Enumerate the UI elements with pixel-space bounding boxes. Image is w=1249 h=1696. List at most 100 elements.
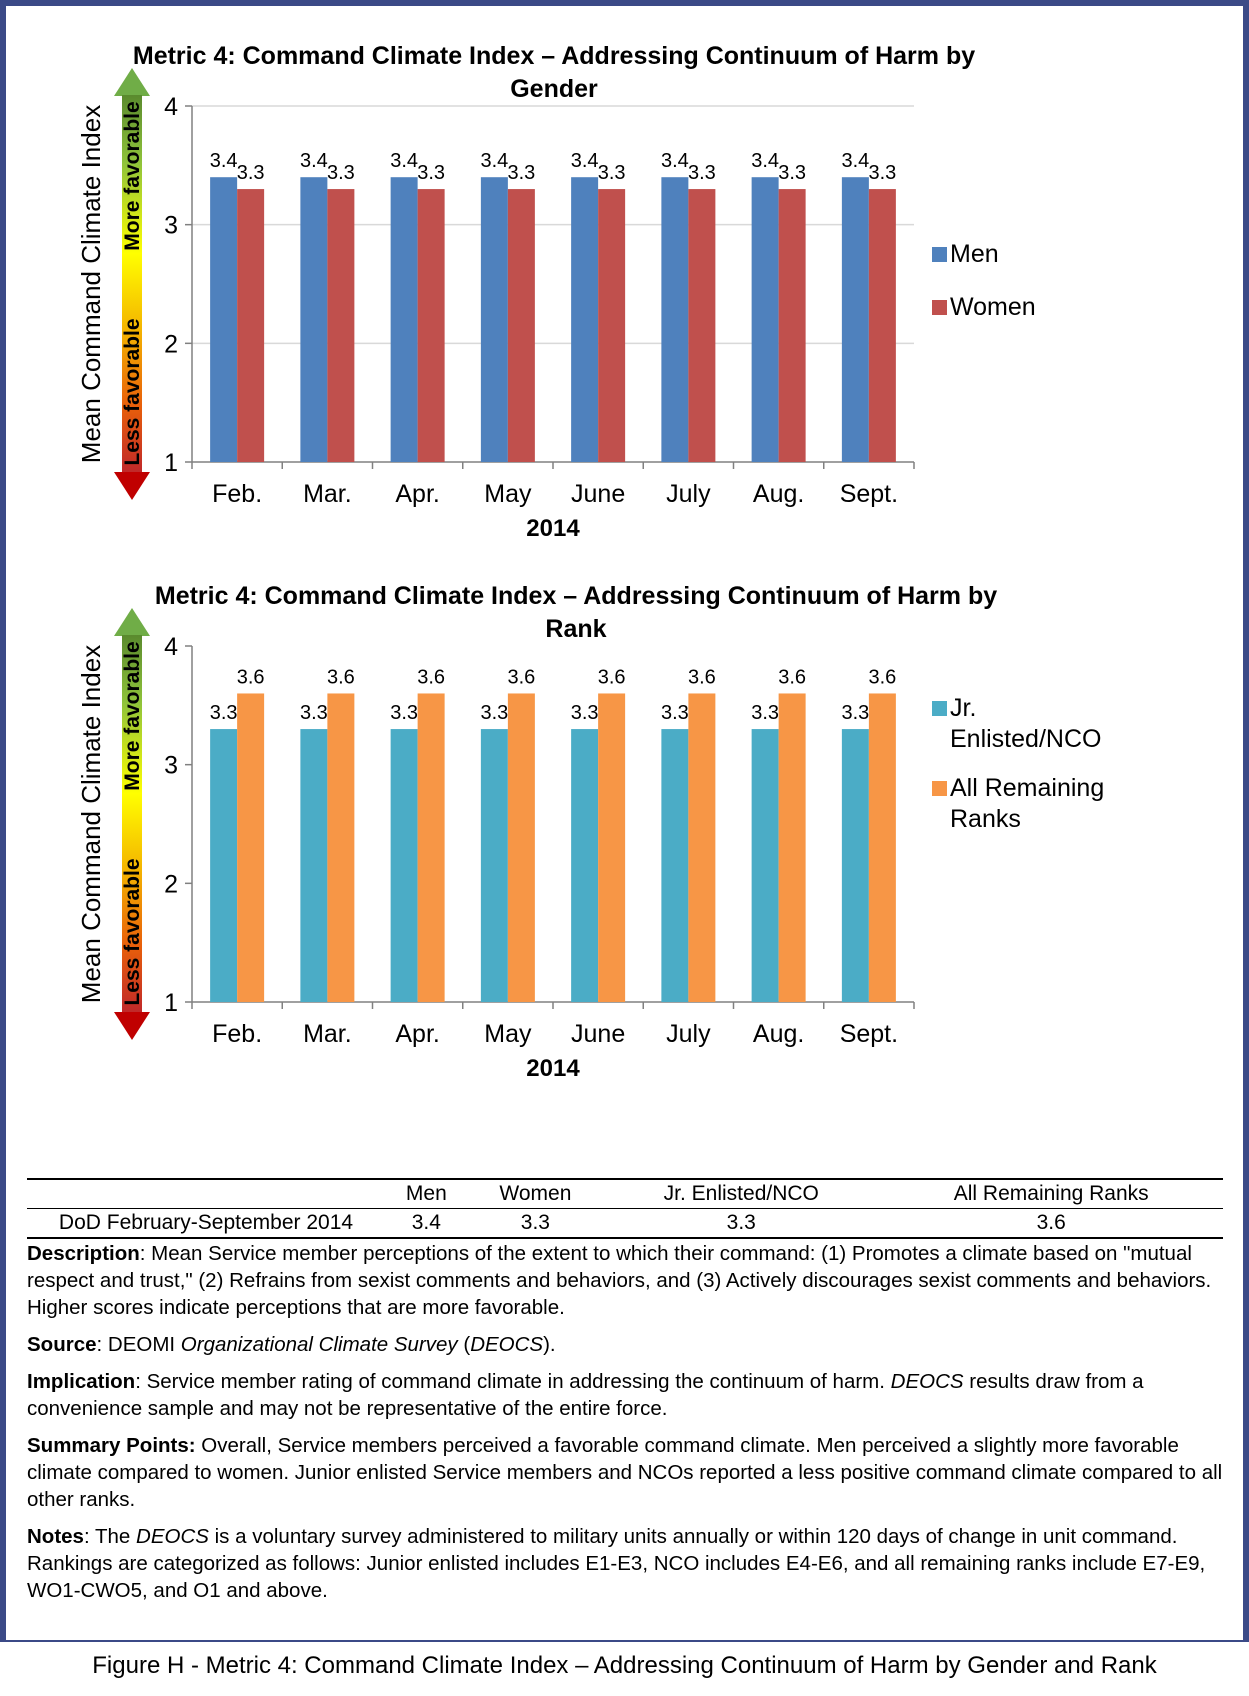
legend-label: Enlisted/NCO	[950, 725, 1101, 753]
table-header-cell	[27, 1179, 385, 1209]
x-tick-label: May	[484, 1020, 532, 1048]
less-favorable-label: Less favorable	[121, 858, 144, 1005]
bar	[417, 693, 445, 1002]
data-label: 3.6	[868, 666, 896, 688]
data-label: 3.3	[661, 702, 689, 724]
table-cell: 3.3	[520, 1211, 550, 1234]
chart-title: Metric 4: Command Climate Index – Addres…	[133, 42, 975, 70]
bar	[480, 177, 508, 462]
x-tick-label: June	[571, 1020, 625, 1048]
legend-swatch	[932, 300, 947, 315]
legend-label: Men	[950, 240, 999, 268]
x-tick-label: May	[484, 480, 532, 508]
x-tick-label: Sept.	[840, 480, 898, 508]
x-tick-label: Apr.	[395, 480, 439, 508]
x-axis-title: 2014	[526, 1055, 580, 1082]
arrow-up-icon	[114, 68, 150, 96]
bar	[778, 693, 806, 1002]
data-label: 3.6	[327, 666, 355, 688]
data-label: 3.4	[210, 150, 238, 172]
bar	[417, 189, 445, 463]
arrow-down-icon	[114, 1012, 150, 1040]
data-label: 3.3	[390, 702, 418, 724]
data-label: 3.4	[300, 150, 328, 172]
notes-text: : The	[83, 1525, 137, 1548]
bar	[661, 729, 689, 1002]
notes-text: is a voluntary survey administered to mi…	[27, 1525, 1206, 1602]
chart-title: Rank	[545, 615, 606, 643]
table-cell: 3.3	[726, 1211, 756, 1234]
source-text: (	[457, 1333, 471, 1356]
bar	[507, 693, 535, 1002]
data-label: 3.3	[688, 162, 716, 184]
legend-swatch	[932, 247, 947, 262]
more-favorable-label: More favorable	[121, 101, 144, 250]
data-label: 3.6	[507, 666, 535, 688]
source-text: ).	[543, 1333, 556, 1356]
arrow-down-icon	[114, 472, 150, 500]
x-tick-label: Aug.	[753, 1020, 804, 1048]
source-paragraph: Source: DEOMI Organizational Climate Sur…	[27, 1331, 1227, 1358]
figure-caption: Figure H - Metric 4: Command Climate Ind…	[0, 1640, 1249, 1696]
bar	[210, 177, 238, 462]
description-label: Description	[27, 1242, 140, 1265]
description-paragraph: Description: Mean Service member percept…	[27, 1240, 1227, 1321]
data-label: 3.3	[571, 702, 599, 724]
notes-label: Notes	[27, 1525, 84, 1548]
y-tick-label: 3	[164, 212, 178, 240]
favorability-bar	[122, 95, 142, 473]
legend-label: Women	[950, 293, 1036, 321]
bar	[778, 189, 806, 463]
bar	[571, 177, 599, 462]
y-tick-label: 2	[164, 330, 178, 358]
implication-abbr: DEOCS	[890, 1370, 964, 1393]
legend-swatch	[932, 701, 947, 716]
data-label: 3.4	[480, 150, 508, 172]
data-label: 3.6	[237, 666, 265, 688]
y-tick-label: 2	[164, 870, 178, 898]
data-label: 3.3	[751, 702, 779, 724]
bar	[751, 177, 779, 462]
bar	[868, 189, 896, 463]
implication-paragraph: Implication: Service member rating of co…	[27, 1368, 1227, 1422]
bar	[390, 729, 418, 1002]
table-header-row: Men Women Jr. Enlisted/NCO All Remaining…	[27, 1179, 1223, 1209]
y-tick-label: 1	[164, 449, 178, 477]
data-label: 3.3	[300, 702, 328, 724]
data-label: 3.4	[661, 150, 689, 172]
arrow-up-icon	[114, 608, 150, 636]
bar	[868, 693, 896, 1002]
page-frame	[0, 0, 1249, 1640]
data-label: 3.6	[688, 666, 716, 688]
x-tick-label: June	[571, 480, 625, 508]
bar	[327, 189, 355, 463]
notes-abbr: DEOCS	[136, 1525, 209, 1548]
chart-gender: Metric 4: Command Climate Index – Addres…	[76, 42, 1036, 542]
table-cell: 3.6	[1036, 1211, 1066, 1234]
bar	[841, 177, 869, 462]
x-tick-label: Aug.	[753, 480, 804, 508]
x-tick-label: July	[666, 480, 711, 508]
description-text: : Mean Service member perceptions of the…	[27, 1242, 1212, 1319]
data-label: 3.3	[237, 162, 265, 184]
chart-title: Gender	[510, 75, 598, 103]
chart-rank: Metric 4: Command Climate Index – Addres…	[76, 582, 1104, 1082]
x-tick-label: July	[666, 1020, 711, 1048]
summary-table: Men Women Jr. Enlisted/NCO All Remaining…	[27, 1178, 1223, 1239]
bar	[841, 729, 869, 1002]
source-text: : DEOMI	[96, 1333, 181, 1356]
bar	[598, 189, 626, 463]
data-label: 3.4	[571, 150, 599, 172]
bar	[390, 177, 418, 462]
bar	[598, 693, 626, 1002]
x-tick-label: Feb.	[212, 1020, 262, 1048]
summary-text: Overall, Service members perceived a fav…	[27, 1434, 1223, 1511]
source-abbr: DEOCS	[470, 1333, 544, 1356]
data-label: 3.3	[480, 702, 508, 724]
chart-title: Metric 4: Command Climate Index – Addres…	[155, 582, 997, 610]
legend-label: Jr.	[950, 694, 976, 722]
x-tick-label: Sept.	[840, 1020, 898, 1048]
data-label: 3.3	[327, 162, 355, 184]
legend-label: All Remaining	[950, 774, 1104, 802]
data-label: 3.4	[390, 150, 418, 172]
